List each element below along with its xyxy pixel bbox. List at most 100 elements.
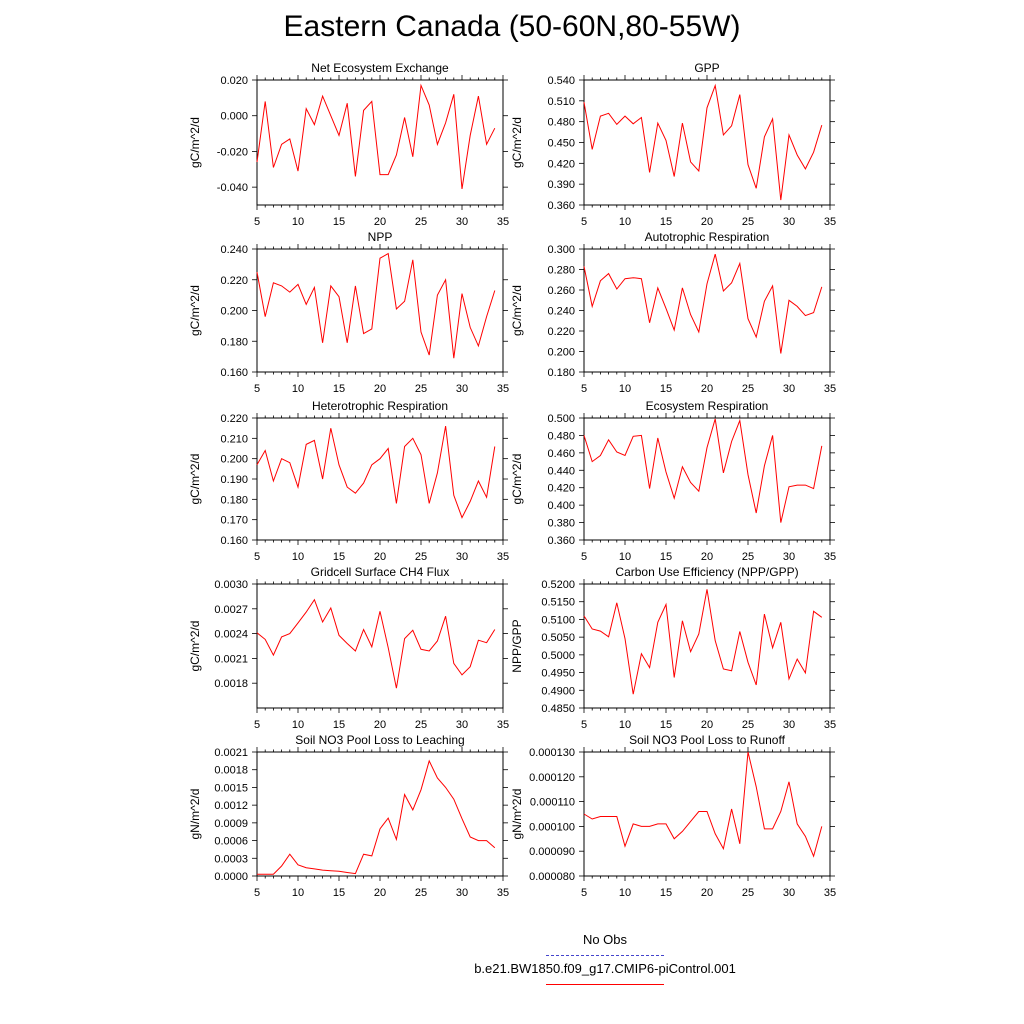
panel-9-xtick-label: 35 xyxy=(497,887,509,899)
panel-6-xtick-label: 10 xyxy=(619,551,631,563)
panel-7-xtick-label: 5 xyxy=(254,719,260,731)
panel-4-xtick-label: 10 xyxy=(619,383,631,395)
panel-5-series-line xyxy=(256,426,496,519)
panel-7-xtick-label: 30 xyxy=(456,719,468,731)
panel-5-ytick-label: 0.190 xyxy=(220,474,248,486)
panel-9-series-line xyxy=(257,759,496,875)
panel-9-xtick-label: 10 xyxy=(292,887,304,899)
panel-6-ytick-label: 0.400 xyxy=(547,500,575,512)
panel-9-ytick-label: 0.0015 xyxy=(214,782,248,794)
panel-1-series-line xyxy=(256,83,496,189)
panel-5-ytick-label: 0.170 xyxy=(220,515,248,527)
panel-1-ytick-label: -0.040 xyxy=(217,182,248,194)
panel-2-ytick-label: 0.450 xyxy=(547,138,575,150)
panel-2-ytick-label: 0.480 xyxy=(547,117,575,129)
panel-1-xtick-label: 5 xyxy=(254,216,260,228)
panel-1-frame xyxy=(256,79,504,206)
panel-5-xtick-label: 10 xyxy=(292,551,304,563)
panel-5-ytick-label: 0.180 xyxy=(220,494,248,506)
panel-1-ylabel: gC/m^2/d xyxy=(188,117,202,168)
panel-6-ytick-label: 0.440 xyxy=(547,465,575,477)
panel-4-ytick-label: 0.200 xyxy=(547,347,575,359)
panel-2-title: GPP xyxy=(694,61,719,75)
panel-6-xtick-label: 15 xyxy=(660,551,672,563)
panel-7-ylabel: gC/m^2/d xyxy=(188,621,202,672)
panel-7-xtick-label: 15 xyxy=(333,719,345,731)
panel-10-title: Soil NO3 Pool Loss to Runoff xyxy=(629,733,786,747)
panel-2-xtick-label: 20 xyxy=(701,216,713,228)
panel-6-xtick-label: 25 xyxy=(742,551,754,563)
panel-4-title: Autotrophic Respiration xyxy=(645,230,770,244)
panel-10-xtick-label: 20 xyxy=(701,887,713,899)
panel-2-ytick-label: 0.540 xyxy=(547,75,575,87)
panel-3-ytick-label: 0.180 xyxy=(220,336,248,348)
panel-1-xtick-label: 30 xyxy=(456,216,468,228)
panel-1-ytick-label: -0.020 xyxy=(217,146,248,158)
panel-9-ytick-label: 0.0000 xyxy=(214,871,248,883)
panel-6-ytick-label: 0.500 xyxy=(547,413,575,425)
legend-line-model xyxy=(546,984,664,985)
panel-4-xtick-label: 20 xyxy=(701,383,713,395)
panel-7-ytick-label: 0.0021 xyxy=(214,653,248,665)
panel-8-xtick-label: 25 xyxy=(742,719,754,731)
panel-6-ytick-label: 0.480 xyxy=(547,430,575,442)
panel-10-xtick-label: 15 xyxy=(660,887,672,899)
panel-5-ytick-label: 0.220 xyxy=(220,413,248,425)
panel-8-ytick-label: 0.5000 xyxy=(541,650,575,662)
panel-4-ytick-label: 0.280 xyxy=(547,265,575,277)
panel-5-xtick-label: 20 xyxy=(374,551,386,563)
panel-8-title: Carbon Use Efficiency (NPP/GPP) xyxy=(615,565,798,579)
panel-3-series-line xyxy=(256,252,496,359)
panel-7-frame xyxy=(256,583,504,709)
panel-10-ytick-label: 0.000120 xyxy=(529,772,575,784)
panel-8-xtick-label: 30 xyxy=(783,719,795,731)
panel-8-ytick-label: 0.4850 xyxy=(541,703,575,715)
panel-3-ytick-label: 0.240 xyxy=(220,244,248,256)
panel-8-ytick-label: 0.5050 xyxy=(541,632,575,644)
panel-8-ylabel: NPP/GPP xyxy=(510,619,524,672)
panel-3-xtick-label: 10 xyxy=(292,383,304,395)
panel-4-ytick-label: 0.180 xyxy=(547,367,575,379)
panel-1-xtick-label: 25 xyxy=(415,216,427,228)
panel-4-xtick-label: 5 xyxy=(581,383,587,395)
panel-6-title: Ecosystem Respiration xyxy=(646,399,769,413)
panel-8-ytick-label: 0.4950 xyxy=(541,668,575,680)
panel-6-ylabel: gC/m^2/d xyxy=(510,454,524,505)
panel-7-ytick-label: 0.0027 xyxy=(214,604,248,616)
panel-3-ytick-label: 0.160 xyxy=(220,367,248,379)
panel-1-ytick-label: 0.020 xyxy=(220,75,248,87)
panel-1-xtick-label: 20 xyxy=(374,216,386,228)
panel-10-series-line xyxy=(583,751,823,858)
panel-2-xtick-label: 15 xyxy=(660,216,672,228)
panel-8-ytick-label: 0.5100 xyxy=(541,614,575,626)
panel-8-xtick-label: 20 xyxy=(701,719,713,731)
panel-9-ytick-label: 0.0003 xyxy=(214,853,248,865)
panel-9-ytick-label: 0.0009 xyxy=(214,818,248,830)
panel-5-title: Heterotrophic Respiration xyxy=(312,399,448,413)
panel-8-frame xyxy=(583,583,831,709)
panel-4-xtick-label: 35 xyxy=(824,383,836,395)
panel-9-ytick-label: 0.0006 xyxy=(214,836,248,848)
panel-5-ytick-label: 0.160 xyxy=(220,535,248,547)
panel-5-ytick-label: 0.210 xyxy=(220,433,248,445)
panel-3-xtick-label: 5 xyxy=(254,383,260,395)
panel-2-xtick-label: 25 xyxy=(742,216,754,228)
panel-2-frame xyxy=(583,79,831,206)
panel-10-xtick-label: 10 xyxy=(619,887,631,899)
panel-9-title: Soil NO3 Pool Loss to Leaching xyxy=(295,733,464,747)
panel-8-xtick-label: 35 xyxy=(824,719,836,731)
panel-6-ytick-label: 0.380 xyxy=(547,518,575,530)
panel-3-ytick-label: 0.200 xyxy=(220,306,248,318)
panel-5-frame xyxy=(256,417,504,541)
panel-2-xtick-label: 35 xyxy=(824,216,836,228)
panel-2-xtick-label: 10 xyxy=(619,216,631,228)
panel-7-xtick-label: 25 xyxy=(415,719,427,731)
panel-10-xtick-label: 35 xyxy=(824,887,836,899)
panel-6-xtick-label: 30 xyxy=(783,551,795,563)
panel-2-ytick-label: 0.510 xyxy=(547,96,575,108)
panel-6-xtick-label: 5 xyxy=(581,551,587,563)
panel-1-ytick-label: 0.000 xyxy=(220,111,248,123)
panel-4-series-line xyxy=(583,253,823,354)
panel-4-xtick-label: 30 xyxy=(783,383,795,395)
panel-5-xtick-label: 15 xyxy=(333,551,345,563)
